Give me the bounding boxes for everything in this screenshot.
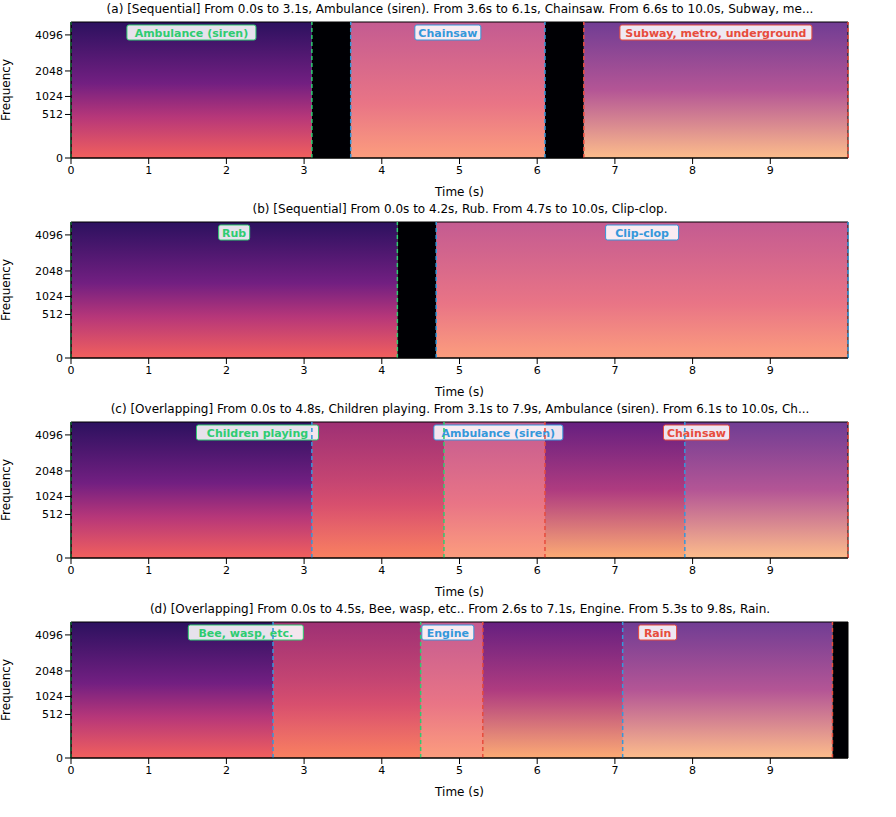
svg-text:6: 6 [534, 164, 541, 177]
html-text:(d) [Overlapping] From 0.0s to: (d) [Overlapping] From 0.0s to 4.5s, Bee… [149, 602, 771, 616]
svg-text:5: 5 [456, 764, 463, 777]
svg-text:8: 8 [689, 364, 696, 377]
svg-text:0: 0 [56, 552, 63, 565]
svg-text:1024: 1024 [35, 690, 63, 703]
svg-text:Time (s): Time (s) [434, 585, 484, 598]
svg-text:2: 2 [223, 764, 230, 777]
svg-text:Rub: Rub [222, 227, 246, 240]
svg-text:0: 0 [68, 364, 75, 377]
svg-text:Time (s): Time (s) [434, 385, 484, 398]
svg-text:5: 5 [456, 164, 463, 177]
svg-text:6: 6 [534, 764, 541, 777]
svg-text:0: 0 [68, 564, 75, 577]
svg-text:512: 512 [42, 108, 63, 121]
svg-text:8: 8 [689, 564, 696, 577]
svg-text:3: 3 [301, 364, 308, 377]
svg-text:4: 4 [378, 764, 385, 777]
svg-text:3: 3 [301, 764, 308, 777]
svg-text:512: 512 [42, 308, 63, 321]
svg-text:0: 0 [68, 764, 75, 777]
svg-text:0: 0 [56, 152, 63, 165]
svg-text:0: 0 [56, 752, 63, 765]
svg-text:6: 6 [534, 564, 541, 577]
svg-text:Engine: Engine [427, 627, 469, 640]
svg-text:2: 2 [223, 364, 230, 377]
svg-text:1: 1 [145, 764, 152, 777]
svg-text:4096: 4096 [35, 229, 63, 242]
svg-text:7: 7 [611, 164, 618, 177]
html-text:(b) [Sequential] From 0.0s to: (b) [Sequential] From 0.0s to 4.2s, Rub.… [252, 202, 668, 216]
svg-text:1: 1 [145, 364, 152, 377]
svg-text:Chainsaw: Chainsaw [667, 427, 726, 440]
svg-text:3: 3 [301, 164, 308, 177]
svg-text:2: 2 [223, 164, 230, 177]
svg-text:2048: 2048 [35, 465, 63, 478]
svg-text:1024: 1024 [35, 290, 63, 303]
svg-text:Frequency: Frequency [0, 459, 13, 521]
svg-text:5: 5 [456, 564, 463, 577]
svg-text:4096: 4096 [35, 429, 63, 442]
svg-text:Children playing: Children playing [207, 427, 308, 440]
svg-text:6: 6 [534, 364, 541, 377]
svg-text:8: 8 [689, 164, 696, 177]
svg-text:Ambulance (siren): Ambulance (siren) [442, 427, 556, 440]
svg-text:7: 7 [611, 564, 618, 577]
svg-text:Rain: Rain [644, 627, 672, 640]
svg-text:Frequency: Frequency [0, 659, 13, 721]
svg-text:4: 4 [378, 364, 385, 377]
svg-text:5: 5 [456, 364, 463, 377]
svg-text:9: 9 [767, 364, 774, 377]
svg-text:2048: 2048 [35, 265, 63, 278]
svg-text:9: 9 [767, 764, 774, 777]
svg-text:3: 3 [301, 564, 308, 577]
svg-text:9: 9 [767, 564, 774, 577]
svg-text:Frequency: Frequency [0, 259, 13, 321]
svg-text:Subway, metro, underground: Subway, metro, underground [625, 27, 806, 40]
html-text:(c) [Overlapping] From 0.0s to: (c) [Overlapping] From 0.0s to 4.8s, Chi… [110, 402, 810, 416]
svg-text:4096: 4096 [35, 629, 63, 642]
svg-text:1: 1 [145, 564, 152, 577]
svg-text:4: 4 [378, 564, 385, 577]
svg-text:Chainsaw: Chainsaw [418, 27, 477, 40]
svg-text:7: 7 [611, 764, 618, 777]
svg-text:Clip-clop: Clip-clop [615, 227, 669, 240]
html-text:(a) [Sequential] From 0.0s to: (a) [Sequential] From 0.0s to 3.1s, Ambu… [106, 2, 814, 16]
svg-text:1024: 1024 [35, 90, 63, 103]
svg-text:0: 0 [56, 352, 63, 365]
svg-text:7: 7 [611, 364, 618, 377]
svg-text:0: 0 [68, 164, 75, 177]
svg-text:1024: 1024 [35, 490, 63, 503]
svg-text:Frequency: Frequency [0, 59, 13, 121]
svg-text:2048: 2048 [35, 65, 63, 78]
svg-text:2048: 2048 [35, 665, 63, 678]
svg-text:4: 4 [378, 164, 385, 177]
svg-text:512: 512 [42, 708, 63, 721]
svg-text:1: 1 [145, 164, 152, 177]
svg-text:2: 2 [223, 564, 230, 577]
svg-text:Bee, wasp, etc.: Bee, wasp, etc. [198, 627, 293, 640]
svg-text:4096: 4096 [35, 29, 63, 42]
svg-text:Time (s): Time (s) [434, 785, 484, 798]
svg-text:9: 9 [767, 164, 774, 177]
svg-text:8: 8 [689, 764, 696, 777]
svg-text:Time (s): Time (s) [434, 185, 484, 198]
svg-text:512: 512 [42, 508, 63, 521]
svg-text:Ambulance (siren): Ambulance (siren) [135, 27, 249, 40]
